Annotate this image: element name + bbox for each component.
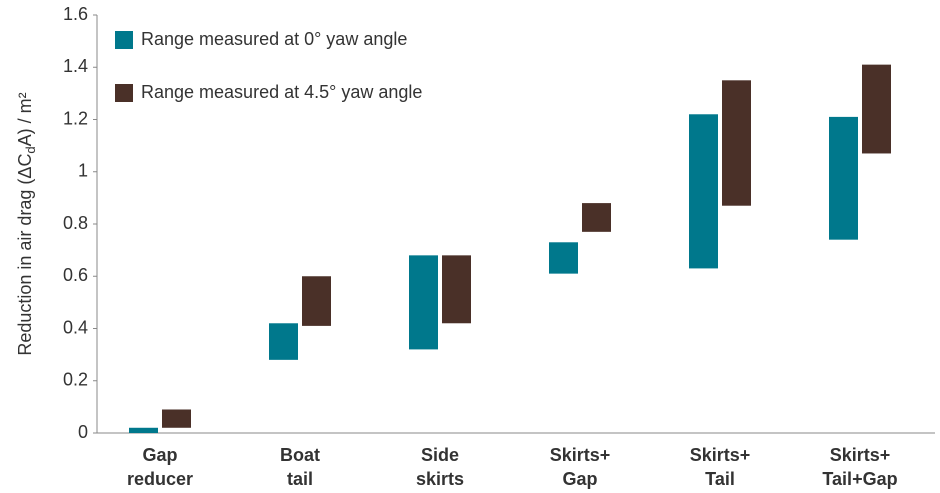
x-tick-label: Side — [421, 445, 459, 465]
bar — [862, 64, 891, 154]
bar — [829, 116, 858, 240]
y-tick-label: 0 — [78, 422, 88, 442]
y-tick-label: 0.4 — [63, 317, 88, 337]
bar — [722, 80, 751, 206]
x-tick-label: Gap — [562, 469, 597, 489]
bar — [129, 427, 158, 433]
x-tick-label: reducer — [127, 469, 193, 489]
bar — [162, 409, 191, 428]
y-axis-label: Reduction in air drag (ΔCdA) / m² — [15, 92, 39, 355]
bar — [269, 323, 298, 360]
x-tick-label: Boat — [280, 445, 320, 465]
y-tick-label: 1.4 — [63, 56, 88, 76]
y-tick-label: 1 — [78, 161, 88, 181]
y-tick-label: 0.8 — [63, 213, 88, 233]
x-tick-label: Skirts+ — [550, 445, 611, 465]
x-tick-label: Gap — [142, 445, 177, 465]
bar — [582, 203, 611, 232]
x-tick-label: Skirts+ — [830, 445, 891, 465]
bar — [302, 276, 331, 326]
x-tick-label: tail — [287, 469, 313, 489]
bar — [549, 242, 578, 274]
y-tick-label: 0.2 — [63, 370, 88, 390]
y-tick-label: 0.6 — [63, 265, 88, 285]
legend-label: Range measured at 4.5° yaw angle — [141, 82, 422, 102]
x-tick-label: Tail+Gap — [822, 469, 897, 489]
bar — [409, 255, 438, 350]
bar — [442, 255, 471, 324]
y-tick-label: 1.6 — [63, 4, 88, 24]
y-tick-label: 1.2 — [63, 108, 88, 128]
x-tick-label: skirts — [416, 469, 464, 489]
legend-swatch — [115, 31, 133, 49]
legend-label: Range measured at 0° yaw angle — [141, 29, 407, 49]
legend-swatch — [115, 84, 133, 102]
x-tick-label: Tail — [705, 469, 735, 489]
bar — [689, 114, 718, 269]
x-tick-label: Skirts+ — [690, 445, 751, 465]
